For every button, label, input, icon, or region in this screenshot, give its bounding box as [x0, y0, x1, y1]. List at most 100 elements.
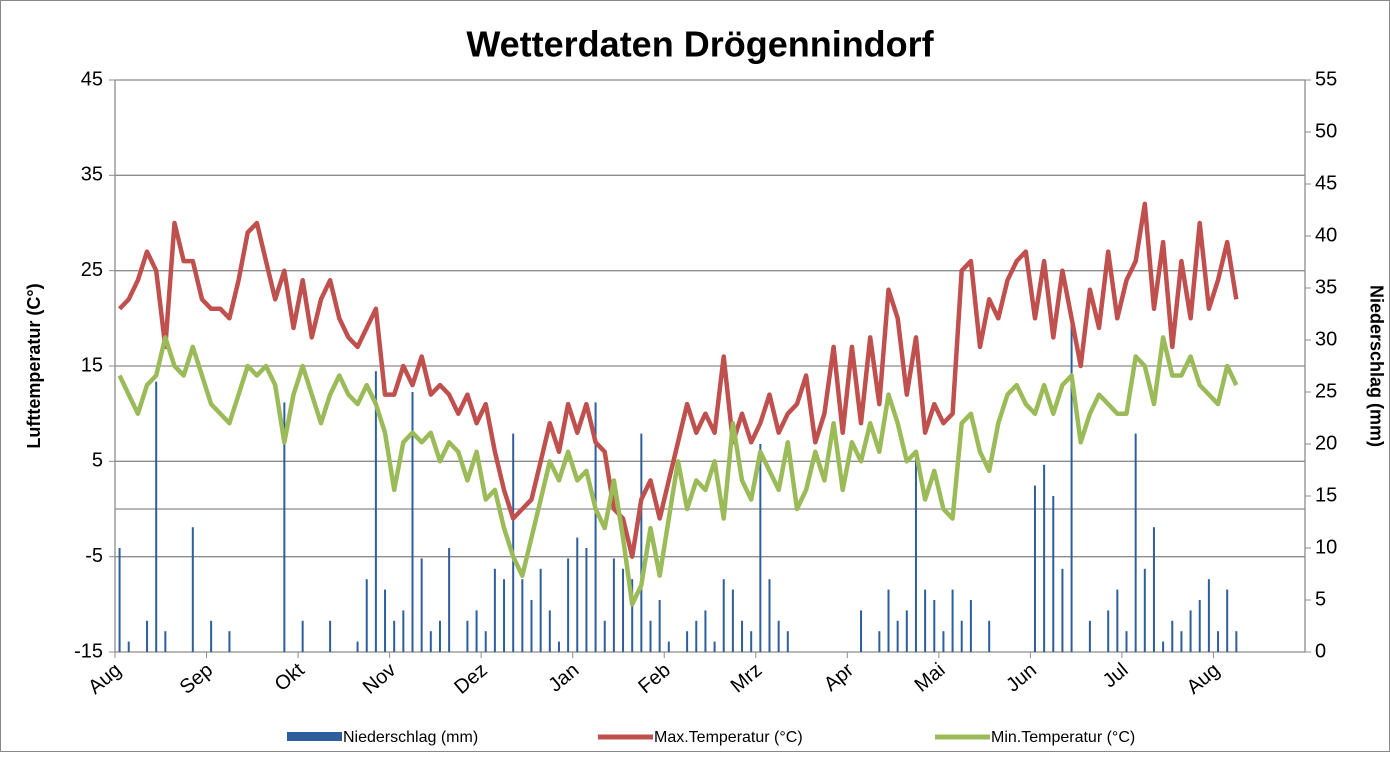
y2-tick-label: 55: [1315, 68, 1337, 90]
y-tick-label: 5: [92, 450, 103, 472]
bar: [356, 641, 359, 652]
y2-tick-label: 35: [1315, 276, 1337, 298]
bar: [548, 610, 551, 652]
bar: [1235, 631, 1238, 652]
bar: [1143, 568, 1146, 652]
bar: [768, 579, 771, 652]
bar: [484, 631, 487, 652]
y2-tick-label: 50: [1315, 120, 1337, 142]
legend-label: Max.Temperatur (°C): [654, 729, 803, 746]
bar: [402, 610, 405, 652]
bar: [146, 620, 149, 652]
bar: [777, 620, 780, 652]
bar: [969, 600, 972, 652]
bar: [127, 641, 130, 652]
bar: [1162, 641, 1165, 652]
y2-tick-label: 0: [1315, 640, 1326, 662]
chart-title: Wetterdaten Drögennindorf: [466, 24, 934, 65]
bar: [420, 558, 423, 652]
bar: [466, 620, 469, 652]
bar: [951, 589, 954, 652]
bar: [622, 568, 625, 652]
y2-tick-label: 30: [1315, 328, 1337, 350]
legend-swatch: [287, 732, 342, 741]
bar: [640, 433, 643, 652]
bar: [594, 402, 597, 652]
bar: [530, 600, 533, 652]
bar: [164, 631, 167, 652]
bar: [612, 558, 615, 652]
bar: [493, 568, 496, 652]
bar: [329, 620, 332, 652]
bar: [448, 548, 451, 652]
bar: [384, 589, 387, 652]
bar: [649, 620, 652, 652]
bar: [667, 641, 670, 652]
bar: [411, 392, 414, 652]
bar: [741, 620, 744, 652]
bar: [438, 620, 441, 652]
bar: [731, 589, 734, 652]
bar: [1043, 464, 1046, 652]
y2-tick-label: 15: [1315, 484, 1337, 506]
bar: [759, 444, 762, 652]
bar: [1198, 600, 1201, 652]
y-tick-label: 35: [81, 164, 103, 186]
bar: [228, 631, 231, 652]
bar: [658, 600, 661, 652]
y2-tick-label: 40: [1315, 224, 1337, 246]
y-tick-label: -15: [74, 640, 103, 662]
bar: [155, 381, 158, 652]
bar: [1152, 527, 1155, 652]
bar: [695, 620, 698, 652]
legend-label: Min.Temperatur (°C): [991, 729, 1135, 746]
y2-tick-label: 20: [1315, 432, 1337, 454]
y-tick-label: 25: [81, 259, 103, 281]
bar: [210, 620, 213, 652]
bar: [283, 402, 286, 652]
y-tick-label: 15: [81, 354, 103, 376]
y-axis-title: Lufttemperatur (C°): [24, 283, 44, 448]
bar: [1217, 631, 1220, 652]
line-series: [117, 335, 1239, 607]
bar: [631, 579, 634, 652]
bar: [896, 620, 899, 652]
bar: [933, 600, 936, 652]
legend-label: Niederschlag (mm): [343, 729, 478, 746]
line-series: [117, 201, 1239, 559]
bar: [786, 631, 789, 652]
bar: [1061, 568, 1064, 652]
bar: [567, 558, 570, 652]
bar: [503, 579, 506, 652]
bar: [750, 631, 753, 652]
bar: [603, 620, 606, 652]
y2-tick-label: 25: [1315, 380, 1337, 402]
bar: [914, 454, 917, 652]
bar: [512, 433, 515, 652]
bar: [557, 641, 560, 652]
bar: [1088, 620, 1091, 652]
y2-tick-label: 5: [1315, 588, 1326, 610]
bar: [887, 589, 890, 652]
bar: [393, 620, 396, 652]
bar: [539, 568, 542, 652]
bar: [1107, 610, 1110, 652]
bar: [191, 527, 194, 652]
y2-axis-title: Niederschlag (mm): [1366, 285, 1386, 447]
bar: [365, 579, 368, 652]
bar: [429, 631, 432, 652]
bar: [1207, 579, 1210, 652]
y-tick-label: 45: [81, 68, 103, 90]
bar: [1033, 485, 1036, 652]
bar: [576, 537, 579, 652]
bar: [713, 641, 716, 652]
bar: [475, 610, 478, 652]
bar: [722, 579, 725, 652]
y-tick-label: -5: [85, 545, 103, 567]
bar: [924, 589, 927, 652]
y2-tick-label: 45: [1315, 172, 1337, 194]
bar: [1070, 319, 1073, 652]
bar: [960, 620, 963, 652]
bar: [1052, 496, 1055, 652]
bar: [686, 631, 689, 652]
